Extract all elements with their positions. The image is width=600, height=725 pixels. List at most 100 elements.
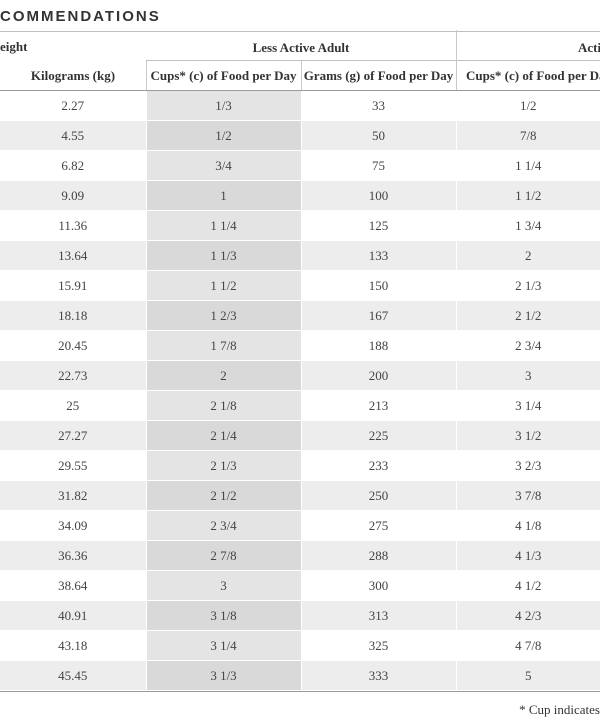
cups-active-cell: 1 1/4 bbox=[455, 150, 600, 181]
cups-less-active-cell: 3 1/4 bbox=[145, 630, 301, 661]
kilograms-cell: 6.82 bbox=[0, 150, 146, 181]
cups-less-active-cell: 1/2 bbox=[145, 120, 301, 151]
grams-less-active-cell: 75 bbox=[300, 150, 456, 181]
cups-less-active-cell: 2 7/8 bbox=[145, 540, 301, 571]
grams-less-active-cell: 150 bbox=[300, 270, 456, 301]
table-row: 20.45 1 7/8 188 2 3/4 bbox=[0, 330, 600, 361]
cups-less-active-cell: 1 2/3 bbox=[145, 300, 301, 331]
table-row: 38.64 3 300 4 1/2 bbox=[0, 570, 600, 601]
cups-active-column-header: Cups* (c) of Food per Day bbox=[466, 68, 600, 83]
grams-less-active-cell: 100 bbox=[300, 180, 456, 211]
cups-less-active-cell: 2 3/4 bbox=[145, 510, 301, 541]
cups-active-cell: 3 bbox=[455, 360, 600, 391]
table-row: 15.91 1 1/2 150 2 1/3 bbox=[0, 270, 600, 301]
table-row: 18.18 1 2/3 167 2 1/2 bbox=[0, 300, 600, 331]
table-row: 45.45 3 1/3 333 5 bbox=[0, 660, 600, 691]
table-row: 2.27 1/3 33 1/2 bbox=[0, 91, 600, 121]
cups-less-active-cell: 2 1/8 bbox=[145, 390, 301, 421]
table-row: 27.27 2 1/4 225 3 1/2 bbox=[0, 420, 600, 451]
table-row: 31.82 2 1/2 250 3 7/8 bbox=[0, 480, 600, 511]
cups-active-cell: 1 3/4 bbox=[455, 210, 600, 241]
grams-less-active-cell: 33 bbox=[300, 91, 456, 121]
table-row: 6.82 3/4 75 1 1/4 bbox=[0, 150, 600, 181]
page-title: COMMENDATIONS bbox=[0, 8, 161, 25]
group-header-divider bbox=[146, 60, 600, 61]
kilograms-cell: 22.73 bbox=[0, 360, 146, 391]
weight-group-header: eight bbox=[0, 39, 28, 54]
grams-less-active-cell: 133 bbox=[300, 240, 456, 271]
kilograms-cell: 2.27 bbox=[0, 91, 146, 121]
cups-less-active-cell: 3 bbox=[145, 570, 301, 601]
grams-less-active-column-header: Grams (g) of Food per Day bbox=[303, 68, 454, 83]
cups-active-cell: 3 1/2 bbox=[455, 420, 600, 451]
kilograms-cell: 11.36 bbox=[0, 210, 146, 241]
table-row: 9.09 1 100 1 1/2 bbox=[0, 180, 600, 211]
grams-less-active-cell: 233 bbox=[300, 450, 456, 481]
cups-active-cell: 4 2/3 bbox=[455, 600, 600, 631]
cups-less-active-cell: 2 1/2 bbox=[145, 480, 301, 511]
grams-less-active-cell: 213 bbox=[300, 390, 456, 421]
cups-less-active-column-header: Cups* (c) of Food per Day bbox=[150, 68, 297, 83]
grams-less-active-cell: 200 bbox=[300, 360, 456, 391]
cups-less-active-cell: 1/3 bbox=[145, 91, 301, 121]
kilograms-cell: 40.91 bbox=[0, 600, 146, 631]
grams-less-active-cell: 225 bbox=[300, 420, 456, 451]
header-bottom-rule bbox=[0, 90, 600, 91]
kilograms-cell: 27.27 bbox=[0, 420, 146, 451]
cups-active-cell: 4 1/2 bbox=[455, 570, 600, 601]
cups-active-cell: 3 1/4 bbox=[455, 390, 600, 421]
grams-less-active-cell: 188 bbox=[300, 330, 456, 361]
kilograms-cell: 36.36 bbox=[0, 540, 146, 571]
grams-less-active-cell: 288 bbox=[300, 540, 456, 571]
kilograms-cell: 25 bbox=[0, 390, 146, 421]
kilograms-cell: 20.45 bbox=[0, 330, 146, 361]
grams-less-active-cell: 333 bbox=[300, 660, 456, 691]
cups-active-cell: 2 bbox=[455, 240, 600, 271]
cups-active-cell: 5 bbox=[455, 660, 600, 691]
grams-less-active-cell: 250 bbox=[300, 480, 456, 511]
kilograms-column-header: Kilograms (kg) bbox=[30, 68, 116, 83]
kilograms-cell: 13.64 bbox=[0, 240, 146, 271]
header-separator bbox=[456, 30, 457, 91]
cups-active-cell: 4 1/8 bbox=[455, 510, 600, 541]
grams-less-active-cell: 313 bbox=[300, 600, 456, 631]
cups-active-cell: 1/2 bbox=[455, 91, 600, 121]
grams-less-active-cell: 125 bbox=[300, 210, 456, 241]
cups-active-cell: 3 7/8 bbox=[455, 480, 600, 511]
cups-less-active-cell: 3 1/3 bbox=[145, 660, 301, 691]
title-divider bbox=[0, 31, 600, 32]
cups-active-cell: 7/8 bbox=[455, 120, 600, 151]
kilograms-cell: 34.09 bbox=[0, 510, 146, 541]
cups-less-active-cell: 1 1/3 bbox=[145, 240, 301, 271]
table-row: 13.64 1 1/3 133 2 bbox=[0, 240, 600, 271]
table-row: 29.55 2 1/3 233 3 2/3 bbox=[0, 450, 600, 481]
kilograms-cell: 45.45 bbox=[0, 660, 146, 691]
kilograms-cell: 43.18 bbox=[0, 630, 146, 661]
kilograms-cell: 18.18 bbox=[0, 300, 146, 331]
table-row: 43.18 3 1/4 325 4 7/8 bbox=[0, 630, 600, 661]
table-row: 40.91 3 1/8 313 4 2/3 bbox=[0, 600, 600, 631]
kilograms-cell: 9.09 bbox=[0, 180, 146, 211]
kilograms-cell: 38.64 bbox=[0, 570, 146, 601]
kilograms-cell: 29.55 bbox=[0, 450, 146, 481]
cups-less-active-cell: 2 1/3 bbox=[145, 450, 301, 481]
active-adult-header: Acti bbox=[578, 40, 600, 55]
cups-active-cell: 2 3/4 bbox=[455, 330, 600, 361]
cups-less-active-cell: 1 bbox=[145, 180, 301, 211]
header-separator bbox=[146, 60, 147, 91]
cups-active-cell: 1 1/2 bbox=[455, 180, 600, 211]
header-separator bbox=[301, 60, 302, 91]
cups-active-cell: 4 7/8 bbox=[455, 630, 600, 661]
cups-active-cell: 3 2/3 bbox=[455, 450, 600, 481]
grams-less-active-cell: 167 bbox=[300, 300, 456, 331]
cups-less-active-cell: 3/4 bbox=[145, 150, 301, 181]
grams-less-active-cell: 50 bbox=[300, 120, 456, 151]
grams-less-active-cell: 275 bbox=[300, 510, 456, 541]
kilograms-cell: 4.55 bbox=[0, 120, 146, 151]
cups-active-cell: 2 1/2 bbox=[455, 300, 600, 331]
cups-less-active-cell: 2 1/4 bbox=[145, 420, 301, 451]
cups-less-active-cell: 1 1/2 bbox=[145, 270, 301, 301]
cups-less-active-cell: 2 bbox=[145, 360, 301, 391]
cups-less-active-cell: 1 1/4 bbox=[145, 210, 301, 241]
grams-less-active-cell: 300 bbox=[300, 570, 456, 601]
